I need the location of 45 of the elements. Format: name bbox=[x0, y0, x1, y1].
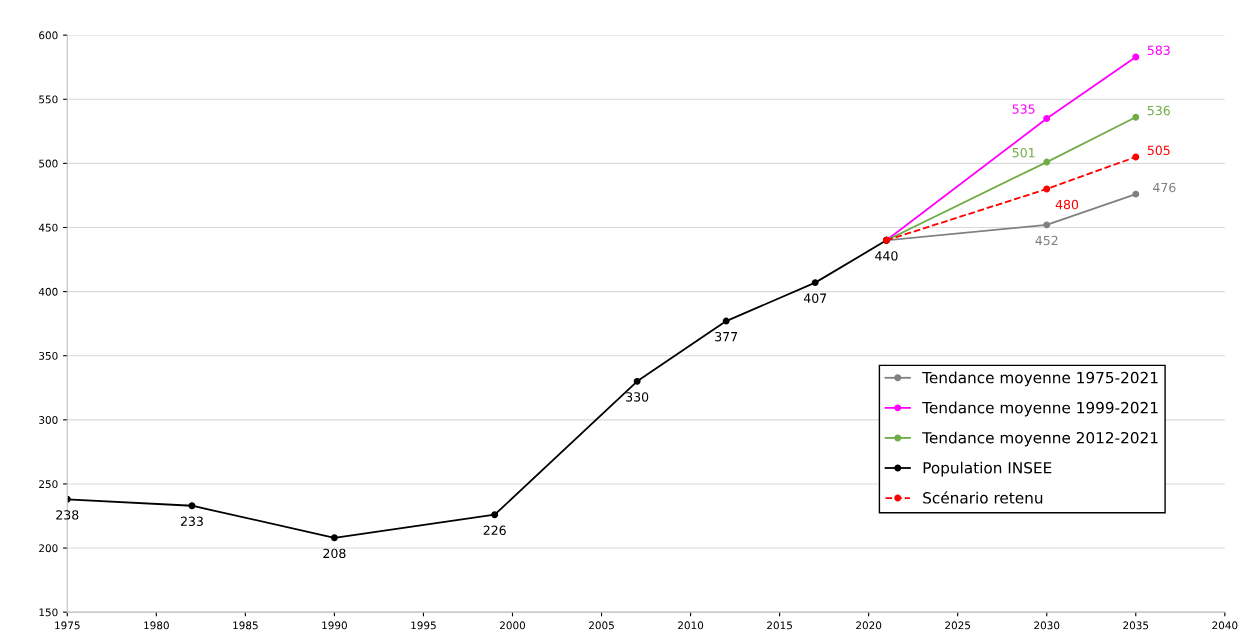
data-label: 476 bbox=[1153, 182, 1176, 193]
legend-label: Population INSEE bbox=[923, 461, 1052, 477]
x-tick-label: 2020 bbox=[856, 621, 882, 630]
data-label: 377 bbox=[715, 331, 738, 342]
data-label: 330 bbox=[626, 392, 649, 402]
x-tick-label: 2030 bbox=[1034, 621, 1060, 630]
x-tick-label: 1995 bbox=[411, 621, 436, 630]
x-tick-label: 1980 bbox=[144, 621, 169, 630]
x-tick-label: 1990 bbox=[322, 621, 347, 630]
y-tick-label: 500 bbox=[39, 159, 58, 168]
x-tick-label: 2015 bbox=[767, 621, 792, 630]
y-tick-label: 150 bbox=[39, 608, 58, 617]
data-label: 505 bbox=[1147, 145, 1170, 156]
data-label: 407 bbox=[803, 293, 827, 303]
y-tick-label: 200 bbox=[39, 544, 58, 553]
x-tick-label: 2040 bbox=[1212, 621, 1238, 630]
x-tick-label: 2005 bbox=[589, 621, 614, 630]
y-tick-label: 400 bbox=[38, 287, 58, 296]
y-tick-label: 600 bbox=[39, 31, 58, 40]
legend-label: Tendance moyenne 1999-2021 bbox=[922, 401, 1158, 417]
x-tick-label: 2010 bbox=[678, 621, 704, 630]
x-tick-label: 2035 bbox=[1123, 621, 1149, 630]
y-tick-label: 350 bbox=[39, 351, 58, 360]
y-tick-label: 300 bbox=[39, 416, 58, 424]
y-tick-label: 250 bbox=[39, 480, 58, 489]
data-label: 480 bbox=[1055, 199, 1079, 210]
data-label: 536 bbox=[1147, 105, 1170, 116]
legend-label: Tendance moyenne 2012-2021 bbox=[922, 431, 1158, 447]
data-label: 583 bbox=[1147, 45, 1170, 56]
legend-label: Scénario retenu bbox=[923, 491, 1043, 504]
data-label: 452 bbox=[1035, 235, 1058, 246]
data-label: 440 bbox=[875, 251, 898, 261]
x-tick-label: 1985 bbox=[233, 621, 258, 630]
legend-label: Tendance moyenne 1975-2021 bbox=[922, 371, 1158, 387]
data-label: 226 bbox=[483, 525, 506, 535]
data-label: 208 bbox=[323, 548, 346, 559]
x-tick-label: 2025 bbox=[945, 621, 971, 630]
x-tick-label: 2000 bbox=[500, 621, 526, 630]
y-tick-label: 550 bbox=[39, 95, 58, 104]
y-tick-label: 450 bbox=[38, 223, 58, 232]
data-label: 233 bbox=[180, 516, 203, 527]
data-label: 501 bbox=[1012, 147, 1035, 158]
data-label: 238 bbox=[56, 510, 79, 520]
data-label: 535 bbox=[1012, 104, 1035, 114]
x-tick-label: 1975 bbox=[55, 621, 80, 630]
